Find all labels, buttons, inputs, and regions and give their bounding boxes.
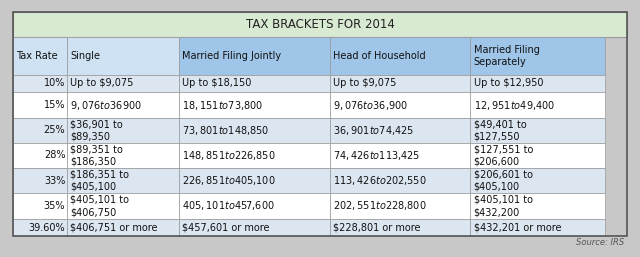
Text: $226,851 to $405,100: $226,851 to $405,100: [182, 174, 276, 187]
Bar: [67, 143, 179, 168]
Text: 39.60%: 39.60%: [29, 223, 65, 233]
Text: $18,151 to $73,800: $18,151 to $73,800: [182, 98, 264, 112]
Text: Up to $9,075: Up to $9,075: [333, 78, 396, 88]
Text: $406,751 or more: $406,751 or more: [70, 223, 158, 233]
Text: 35%: 35%: [44, 201, 65, 211]
Text: $74,426 to $113,425: $74,426 to $113,425: [333, 149, 420, 162]
Text: $457,601 or more: $457,601 or more: [182, 223, 270, 233]
Text: Up to $12,950: Up to $12,950: [474, 78, 543, 88]
Bar: [179, 218, 330, 236]
Text: $9,076 to $36,900: $9,076 to $36,900: [333, 98, 408, 112]
Text: $89,351 to
$186,350: $89,351 to $186,350: [70, 144, 124, 167]
Bar: [330, 168, 470, 193]
Bar: [179, 75, 330, 93]
Bar: [67, 93, 179, 118]
Text: 15%: 15%: [44, 100, 65, 110]
Text: $49,401 to
$127,550: $49,401 to $127,550: [474, 119, 526, 141]
Text: $148,851 to $226,850: $148,851 to $226,850: [182, 149, 276, 162]
Text: $73,801 to $148,850: $73,801 to $148,850: [182, 124, 270, 137]
Bar: [179, 168, 330, 193]
Bar: [330, 38, 470, 75]
Text: Up to $18,150: Up to $18,150: [182, 78, 252, 88]
Bar: [67, 75, 179, 93]
Text: $36,901 to $74,425: $36,901 to $74,425: [333, 124, 414, 137]
Text: $9,076 to $36900: $9,076 to $36900: [70, 98, 142, 112]
Bar: [330, 93, 470, 118]
Text: Married Filing Jointly: Married Filing Jointly: [182, 51, 282, 61]
Text: Single: Single: [70, 51, 100, 61]
Text: 33%: 33%: [44, 176, 65, 186]
Text: $12,951 to $49,400: $12,951 to $49,400: [474, 98, 555, 112]
Bar: [470, 75, 605, 93]
Bar: [67, 38, 179, 75]
Bar: [470, 193, 605, 218]
Bar: [13, 38, 67, 75]
Bar: [330, 118, 470, 143]
Text: $405,101 to
$432,200: $405,101 to $432,200: [474, 195, 532, 217]
Text: Married Filing
Separately: Married Filing Separately: [474, 45, 540, 67]
Text: 25%: 25%: [44, 125, 65, 135]
Bar: [179, 143, 330, 168]
Text: $36,901 to
$89,350: $36,901 to $89,350: [70, 119, 123, 141]
Bar: [470, 168, 605, 193]
Text: $127,551 to
$206,600: $127,551 to $206,600: [474, 144, 533, 167]
Bar: [67, 218, 179, 236]
Bar: [470, 38, 605, 75]
Bar: [13, 118, 67, 143]
Bar: [13, 168, 67, 193]
Text: 28%: 28%: [44, 151, 65, 160]
Bar: [13, 143, 67, 168]
Bar: [67, 193, 179, 218]
Text: $405,101 to $457,600: $405,101 to $457,600: [182, 199, 275, 213]
Bar: [67, 168, 179, 193]
Bar: [13, 93, 67, 118]
Bar: [179, 118, 330, 143]
Text: $228,801 or more: $228,801 or more: [333, 223, 420, 233]
Text: TAX BRACKETS FOR 2014: TAX BRACKETS FOR 2014: [246, 18, 394, 31]
Bar: [13, 218, 67, 236]
Text: $206,601 to
$405,100: $206,601 to $405,100: [474, 170, 532, 192]
Bar: [330, 193, 470, 218]
Bar: [13, 12, 627, 38]
Text: 10%: 10%: [44, 78, 65, 88]
Bar: [470, 118, 605, 143]
Bar: [330, 143, 470, 168]
Text: $113,426 to $202,550: $113,426 to $202,550: [333, 174, 426, 187]
Text: Tax Rate: Tax Rate: [16, 51, 58, 61]
Bar: [179, 38, 330, 75]
Text: $405,101 to
$406,750: $405,101 to $406,750: [70, 195, 129, 217]
Text: Head of Household: Head of Household: [333, 51, 426, 61]
Bar: [470, 143, 605, 168]
Bar: [470, 218, 605, 236]
Text: Source: IRS: Source: IRS: [576, 238, 624, 247]
Bar: [13, 75, 67, 93]
Text: $186,351 to
$405,100: $186,351 to $405,100: [70, 170, 129, 192]
Bar: [330, 75, 470, 93]
Bar: [67, 118, 179, 143]
Bar: [13, 193, 67, 218]
Text: $432,201 or more: $432,201 or more: [474, 223, 561, 233]
Text: Up to $9,075: Up to $9,075: [70, 78, 134, 88]
Text: $202,551 to $228,800: $202,551 to $228,800: [333, 199, 426, 213]
Bar: [179, 193, 330, 218]
Bar: [13, 12, 627, 236]
Bar: [470, 93, 605, 118]
Bar: [330, 218, 470, 236]
Bar: [179, 93, 330, 118]
